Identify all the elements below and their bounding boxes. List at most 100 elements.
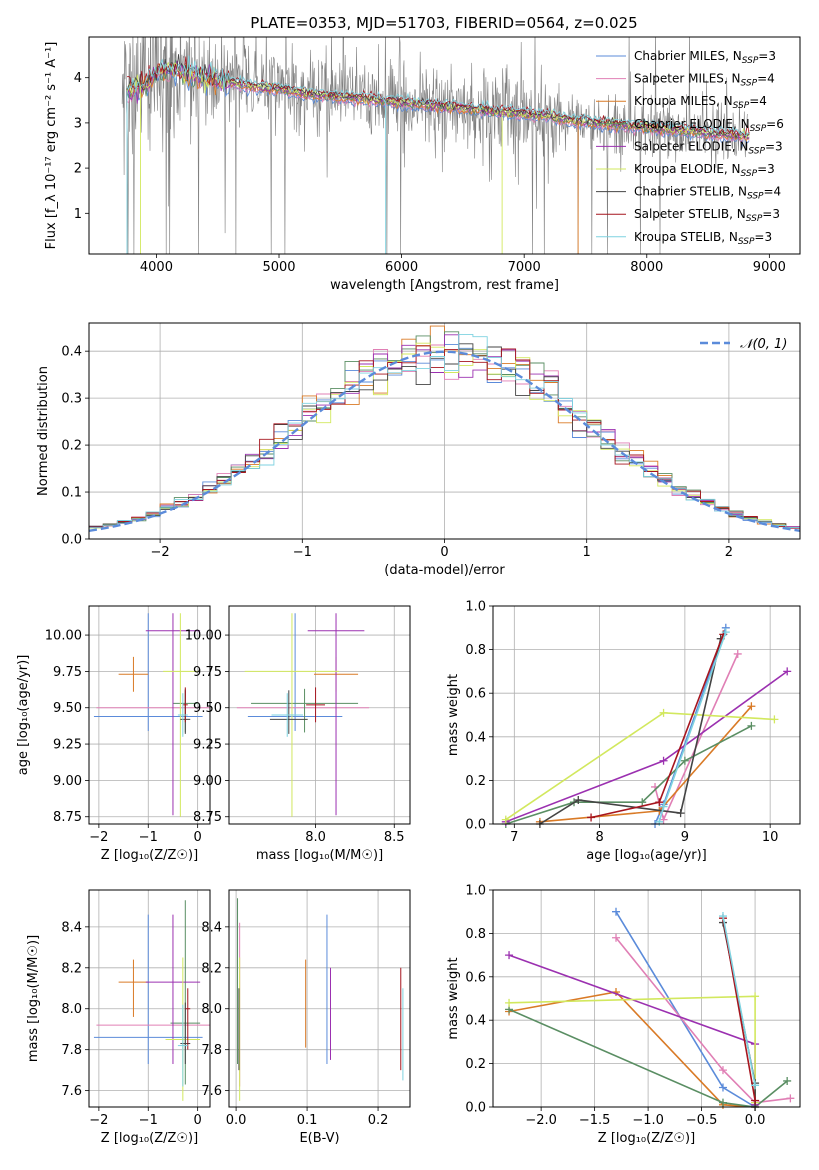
x-axis-label: mass [log₁₀(M/M☉)] — [256, 848, 383, 863]
y-tick-label: 0.4 — [465, 730, 486, 745]
plot-area — [89, 325, 800, 532]
weight-marker-chabrier_elodie — [783, 1076, 792, 1085]
x-tick-label: −2 — [151, 545, 170, 560]
y-tick-label: 10.00 — [185, 629, 222, 644]
weight-line-kroupa_stelib — [722, 915, 756, 1086]
legend-label-normal: 𝒩(0, 1) — [740, 337, 787, 352]
weight-line-kroupa_miles — [508, 991, 756, 1108]
y-tick-label: 0.0 — [465, 818, 486, 833]
y-tick-label: 1 — [74, 207, 82, 222]
x-axis-label: wavelength [Angstrom, rest frame] — [330, 278, 559, 293]
legend-label-chabrier_elodie: Chabrier ELODIE, NSSP=6 — [634, 117, 784, 134]
x-tick-label: 0 — [194, 1113, 202, 1128]
legend-label-chabrier_stelib: Chabrier STELIB, NSSP=4 — [634, 185, 781, 202]
y-tick-label: 2 — [74, 162, 82, 177]
y-tick-label: 3 — [74, 116, 82, 131]
weight-marker-salpeter_elodie — [659, 756, 668, 765]
y-tick-label: 8.75 — [53, 810, 82, 825]
y-tick-label: 8.4 — [61, 920, 82, 935]
legend-label-kroupa_miles: Kroupa MILES, NSSP=4 — [634, 94, 767, 111]
weight-marker-salpeter_elodie — [783, 667, 792, 676]
model-line-salpeter_elodie — [126, 60, 750, 141]
x-tick-label: 0 — [440, 545, 448, 560]
model-line-salpeter_stelib — [126, 56, 750, 138]
weight-marker-kroupa_elodie — [751, 992, 760, 1001]
y-tick-label: 0.2 — [465, 774, 486, 789]
normal-curve-line — [89, 350, 800, 532]
axes-frame — [228, 605, 411, 825]
axes-frame — [228, 889, 411, 1108]
y-tick-label: 0.0 — [61, 533, 82, 548]
y-axis-label: Normed distribution — [36, 366, 51, 496]
weight-line-salpeter_miles — [615, 937, 791, 1104]
y-tick-label: 0.4 — [61, 345, 82, 360]
x-tick-label: 8.0 — [305, 830, 326, 845]
weight-line-kroupa_stelib — [658, 631, 727, 823]
legend-label-kroupa_stelib: Kroupa STELIB, NSSP=3 — [634, 230, 772, 247]
histogram-kroupa_stelib — [89, 333, 800, 530]
x-tick-label: −2 — [89, 830, 108, 845]
weight-marker-kroupa_stelib — [718, 912, 727, 921]
weight-line-salpeter_stelib — [722, 918, 756, 1101]
y-tick-label: 9.25 — [193, 738, 222, 753]
x-tick-label: −2.0 — [525, 1113, 557, 1128]
x-tick-label: 7 — [510, 830, 518, 845]
y-tick-label: 9.00 — [193, 774, 222, 789]
axes-frame — [88, 36, 801, 255]
legend-label-chabrier_miles: Chabrier MILES, NSSP=3 — [634, 49, 776, 66]
weight-marker-salpeter_miles — [786, 1094, 795, 1103]
y-tick-label: 0.4 — [465, 1014, 486, 1029]
y-tick-label: 0.8 — [465, 643, 486, 658]
y-tick-label: 7.6 — [201, 1084, 222, 1099]
weight-marker-chabrier_stelib — [574, 796, 583, 805]
y-axis-label: mass weight — [446, 674, 461, 756]
x-tick-label: 8000 — [630, 260, 663, 275]
x-tick-label: 0.2 — [368, 1113, 389, 1128]
figure-title: PLATE=0353, MJD=51703, FIBERID=0564, z=0… — [250, 14, 637, 32]
y-tick-label: 8.2 — [201, 961, 222, 976]
plot-area — [237, 898, 404, 1101]
y-axis-label: age [log₁₀(age/yr)] — [16, 655, 31, 776]
x-tick-label: −0.5 — [686, 1113, 718, 1128]
y-tick-label: 8.75 — [193, 810, 222, 825]
weight-marker-kroupa_elodie — [770, 715, 779, 724]
weight-marker-salpeter_elodie — [505, 951, 514, 960]
x-tick-label: −1 — [293, 545, 312, 560]
y-tick-label: 7.8 — [61, 1043, 82, 1058]
x-axis-label: Z [log₁₀(Z/Z☉)] — [101, 848, 198, 863]
weight-line-chabrier_stelib — [722, 922, 756, 1107]
x-axis-label: Z [log₁₀(Z/Z☉)] — [101, 1131, 198, 1146]
weight-line-kroupa_elodie — [508, 995, 756, 1103]
weight-marker-kroupa_stelib — [751, 1081, 760, 1090]
x-axis-label: age [log₁₀(age/yr)] — [586, 848, 707, 863]
y-tick-label: 8.0 — [201, 1002, 222, 1017]
x-tick-label: 4000 — [140, 260, 173, 275]
x-tick-label: 0.1 — [297, 1113, 318, 1128]
x-axis-label: Z [log₁₀(Z/Z☉)] — [598, 1131, 695, 1146]
weight-line-salpeter_stelib — [590, 634, 725, 819]
weight-marker-chabrier_stelib — [676, 809, 685, 818]
weight-marker-kroupa_elodie — [501, 815, 510, 824]
y-axis-label: mass weight — [446, 957, 461, 1039]
axes-frame — [88, 605, 211, 825]
y-tick-label: 7.8 — [201, 1043, 222, 1058]
weight-marker-salpeter_miles — [659, 815, 668, 824]
y-tick-label: 1.0 — [465, 884, 486, 899]
weight-marker-salpeter_miles — [733, 649, 742, 658]
y-tick-label: 7.6 — [61, 1084, 82, 1099]
weight-marker-salpeter_miles — [612, 933, 621, 942]
x-tick-label: −2 — [89, 1113, 108, 1128]
plot-area — [93, 613, 210, 817]
y-tick-label: 4 — [74, 71, 82, 86]
x-tick-label: 0.0 — [745, 1113, 766, 1128]
weight-marker-chabrier_miles — [612, 907, 621, 916]
weight-marker-chabrier_elodie — [638, 798, 647, 807]
weight-marker-salpeter_stelib — [751, 1096, 760, 1105]
x-axis-label: (data-model)/error — [384, 563, 505, 578]
axes-frame — [88, 322, 801, 540]
weight-marker-chabrier_elodie — [718, 1098, 727, 1107]
y-tick-label: 0.3 — [61, 392, 82, 407]
weight-marker-chabrier_elodie — [680, 756, 689, 765]
